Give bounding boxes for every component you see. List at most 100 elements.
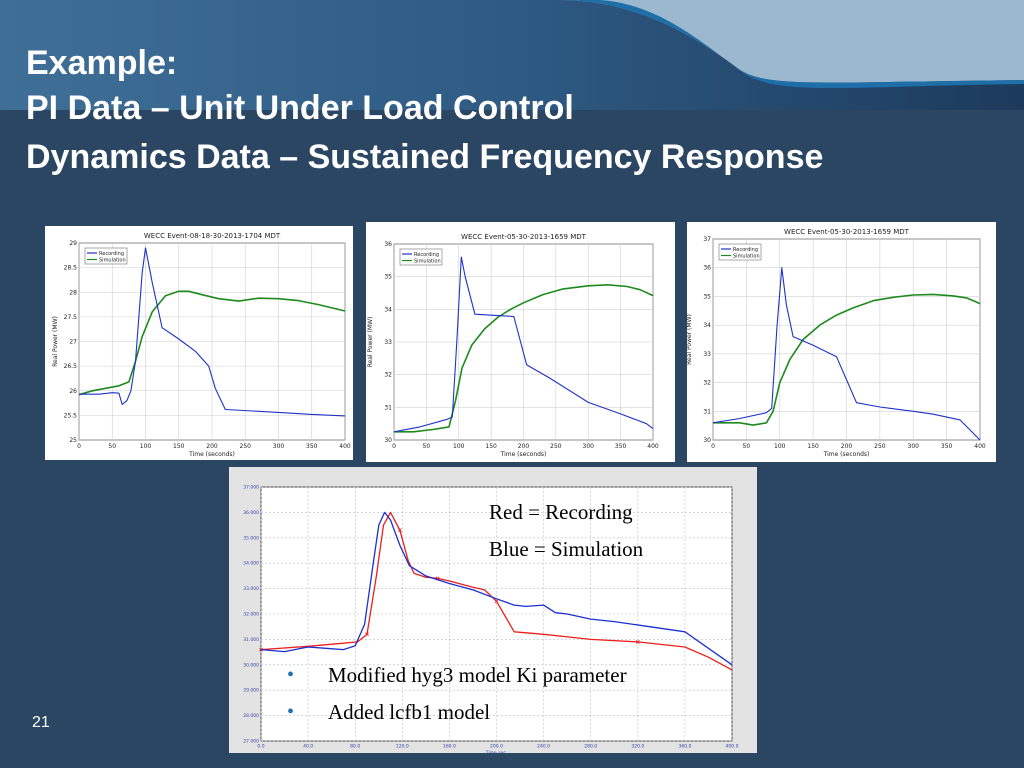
x-tick-label: 80.0 [350, 744, 360, 750]
slide-title-line-3: Dynamics Data – Sustained Frequency Resp… [26, 138, 824, 176]
slide-title-line-1: Example: [26, 44, 178, 82]
y-tick-label: 34 [384, 306, 392, 313]
y-axis-label: Real Power (MW) [367, 317, 374, 368]
x-tick-label: 0 [77, 443, 81, 450]
bullet-list: • Modified hyg3 model Ki parameter • Added… [287, 660, 627, 734]
bullet-item: • Modified hyg3 model Ki parameter [287, 660, 627, 697]
y-tick-label: 33.000 [243, 586, 259, 592]
chart-panel-comparison: 0.0 40.0 80.0 120.0 160.0 200.0 240.0 280.0 320.… [229, 467, 757, 753]
x-tick-label: 350 [615, 443, 627, 450]
x-tick-label: 200 [206, 443, 218, 450]
x-tick-label: 0 [711, 443, 715, 450]
chart-title: WECC Event-08-18-30-2013-1704 MDT [144, 232, 281, 240]
y-tick-label: 28 [69, 289, 77, 296]
x-tick-label: 400.0 [726, 744, 739, 750]
x-tick-label: 350 [306, 443, 318, 450]
x-tick-label: 400 [647, 443, 659, 450]
chart-comparison: 0.0 40.0 80.0 120.0 160.0 200.0 240.0 280.0 320.… [243, 485, 739, 754]
header-wave-decoration [0, 0, 1024, 110]
y-tick-label: 30 [384, 437, 392, 444]
x-tick-label: 300 [908, 443, 920, 450]
bullet-dot-icon: • [287, 701, 295, 723]
y-tick-label: 28.000 [243, 713, 259, 719]
x-tick-label: 200.0 [490, 744, 503, 750]
chart-title: WECC Event-05-30-2013-1659 MDT [461, 233, 587, 241]
y-tick-label: 28.5 [64, 265, 78, 272]
recording-marker [398, 528, 402, 533]
recording-marker [365, 632, 369, 637]
bullet-text: Modified hyg3 model Ki parameter [328, 663, 627, 687]
slide-title-line-2: PI Data – Unit Under Load Control [26, 89, 574, 127]
y-tick-label: 31.000 [243, 637, 259, 643]
series-line-simulation [394, 283, 654, 433]
y-tick-label: 26 [69, 388, 77, 395]
legend-entry: Simulation [99, 258, 126, 264]
x-tick-label: 160.0 [443, 744, 456, 750]
y-tick-label: 35 [384, 274, 392, 281]
page-number: 21 [32, 714, 50, 731]
y-tick-label: 33 [703, 351, 711, 358]
series-line-simulation [713, 293, 981, 426]
x-tick-label: 100 [774, 443, 786, 450]
y-tick-label: 32.000 [243, 612, 259, 618]
y-tick-label: 29.000 [243, 688, 259, 694]
legend-entry: Simulation [414, 259, 441, 265]
x-tick-label: 150 [485, 443, 497, 450]
y-tick-label: 27.5 [64, 314, 78, 321]
recording-marker [259, 647, 263, 652]
chart-3: 0 50 100 150 200 250 300 350 400 30 31 32 33 34 35 36 37… [687, 228, 986, 458]
x-tick-label: 250 [240, 443, 252, 450]
chart-title: WECC Event-05-30-2013-1659 MDT [784, 228, 910, 236]
y-tick-label: 30 [703, 437, 711, 444]
recording-marker [635, 640, 640, 644]
y-tick-label: 34 [703, 322, 711, 329]
y-tick-label: 34.000 [243, 561, 259, 567]
legend-entry: Recording [414, 252, 439, 258]
y-tick-label: 33 [384, 339, 392, 346]
x-tick-label: 400 [339, 443, 351, 450]
x-tick-label: 100 [140, 443, 152, 450]
x-axis-label: Time (seconds) [823, 451, 870, 458]
y-tick-label: 25.5 [64, 412, 78, 419]
x-tick-label: 0.0 [257, 744, 264, 750]
y-tick-label: 37 [703, 236, 711, 243]
bullet-item: • Added lcfb1 model [287, 697, 627, 734]
series-line-recording [79, 247, 346, 417]
x-tick-label: 240.0 [537, 744, 550, 750]
y-tick-label: 36 [384, 241, 392, 248]
x-tick-label: 150 [173, 443, 185, 450]
bullet-text: Added lcfb1 model [328, 700, 491, 724]
bullet-dot-icon: • [287, 664, 295, 686]
x-tick-label: 200 [518, 443, 530, 450]
y-tick-label: 25 [69, 437, 77, 444]
legend-entry: Recording [733, 247, 758, 253]
x-tick-label: 120.0 [396, 744, 409, 750]
y-tick-label: 27 [69, 339, 77, 346]
x-tick-label: 250 [550, 443, 562, 450]
x-tick-label: 320.0 [631, 744, 644, 750]
chart-panel-2: 0 50 100 150 200 250 300 350 400 30 31 32 33 34 35 36 WE… [366, 222, 675, 462]
x-tick-label: 250 [874, 443, 886, 450]
x-axis-label: Time (seconds) [188, 451, 235, 458]
y-tick-label: 35 [703, 293, 711, 300]
series-line-simulation [260, 511, 733, 666]
x-tick-label: 50 [423, 443, 431, 450]
x-tick-label: 300 [273, 443, 285, 450]
y-tick-label: 35.000 [243, 535, 259, 541]
x-tick-label: 200 [841, 443, 853, 450]
legend-simulation-text: Blue = Simulation [489, 537, 644, 561]
y-tick-label: 32 [703, 380, 711, 387]
x-tick-label: 40.0 [303, 744, 313, 750]
x-tick-label: 100 [453, 443, 465, 450]
y-tick-label: 36 [703, 265, 711, 272]
x-tick-label: 150 [807, 443, 819, 450]
x-tick-label: 400 [974, 443, 986, 450]
y-axis-label: Real Power (MW) [52, 316, 59, 367]
y-tick-label: 29 [69, 240, 77, 247]
y-tick-label: 37.000 [243, 485, 259, 491]
x-tick-label: 0 [392, 443, 396, 450]
